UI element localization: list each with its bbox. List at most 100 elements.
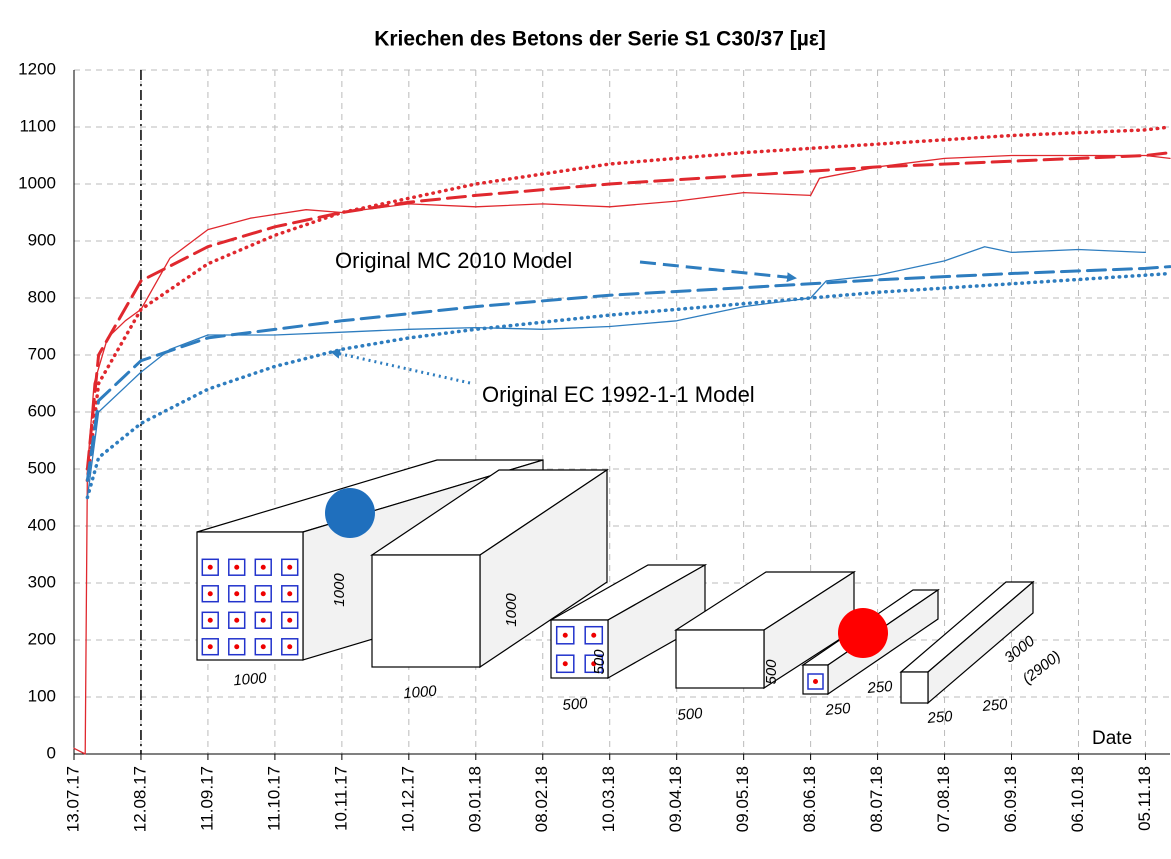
cell-dot (207, 591, 213, 597)
x-tick-label: 07.08.18 (934, 766, 953, 832)
x-tick-label: 06.09.18 (1001, 766, 1020, 832)
cell (254, 558, 272, 576)
y-tick-label: 0 (47, 743, 56, 762)
cell (555, 625, 575, 645)
annotation: Original EC 1992-1-1 Model (482, 382, 755, 407)
cell-dot (260, 617, 266, 623)
y-tick-label: 100 (28, 686, 56, 705)
x-tick-label: 10.12.17 (398, 766, 417, 832)
specimen-figure: 1000 1000 1000 1000 500 500 500 500 250 250 250 250… (196, 459, 1064, 727)
cell-dot (287, 617, 293, 623)
dimension-label: 250 (824, 700, 852, 719)
cell (201, 638, 219, 656)
dimension-label: 500 (677, 705, 704, 724)
dimension-label: 1000 (233, 669, 268, 689)
red-marker (838, 608, 888, 658)
cell-dot (207, 644, 213, 650)
y-tick-label: 1200 (18, 59, 56, 78)
chart-title: Kriechen des Betons der Serie S1 C30/37 … (374, 28, 826, 51)
y-tick-label: 1000 (18, 173, 56, 192)
cell-dot (234, 644, 240, 650)
cell-dot (591, 661, 597, 667)
box-front (550, 619, 609, 679)
cell (201, 611, 219, 629)
cell-dot (234, 564, 240, 570)
cell (228, 558, 246, 576)
ec-arrow (330, 348, 471, 385)
grid (73, 69, 1170, 755)
x-tick-label: 08.07.18 (867, 766, 886, 832)
dimension-label: 1000 (403, 682, 438, 702)
cell (281, 585, 299, 603)
x-tick-label: 09.04.18 (666, 766, 685, 832)
x-tick-label: 06.10.18 (1068, 766, 1087, 832)
box-front (900, 671, 929, 704)
y-tick-label: 900 (28, 230, 56, 249)
box-front (196, 531, 304, 661)
y-tick-label: 1100 (19, 116, 56, 135)
x-tick-label: 08.02.18 (532, 766, 551, 832)
x-tick-label: 10.03.18 (599, 766, 618, 832)
cell (555, 654, 575, 674)
x-tick-label: 05.11.18 (1135, 766, 1154, 831)
cell (281, 558, 299, 576)
dimension-label: 250 (981, 696, 1009, 715)
y-tick-label: 600 (28, 401, 56, 420)
cell (201, 585, 219, 603)
cell (807, 673, 824, 690)
dimension-label: 500 (591, 649, 608, 675)
cell-dot (287, 591, 293, 597)
cell (281, 638, 299, 656)
x-tick-label: 11.10.17 (264, 766, 283, 831)
dimension-label: 250 (926, 708, 954, 727)
y-tick-label: 500 (28, 458, 56, 477)
cell (228, 585, 246, 603)
cell (254, 585, 272, 603)
series-line (86, 246, 1147, 499)
cell-dot (562, 632, 568, 638)
cell-dot (260, 644, 266, 650)
dimension-label: 500 (562, 695, 589, 714)
mc-arrow (639, 260, 797, 283)
cell (228, 611, 246, 629)
dimension-label: 250 (866, 678, 894, 697)
cell-dot (591, 632, 597, 638)
x-tick-label: 09.05.18 (733, 766, 752, 832)
cell-dot (234, 591, 240, 597)
series-line (85, 265, 1171, 482)
cell (254, 611, 272, 629)
y-tick-label: 400 (28, 515, 56, 534)
blue-marker (325, 488, 375, 538)
x-tick-label: 10.11.17 (331, 766, 350, 831)
dimension-label: 3000 (1001, 632, 1038, 666)
x-tick-label: 08.06.18 (800, 766, 819, 832)
cell-dot (287, 564, 293, 570)
x-tick-label: 12.08.17 (130, 766, 149, 832)
annotation: Original MC 2010 Model (335, 248, 572, 273)
cell-dot (260, 591, 266, 597)
y-tick-label: 300 (28, 572, 56, 591)
cell-dot (207, 617, 213, 623)
series-line (85, 125, 1171, 483)
cell-dot (260, 564, 266, 570)
cell-dot (207, 564, 213, 570)
series (73, 125, 1171, 755)
cell-dot (813, 679, 818, 684)
dimension-label: 500 (763, 659, 780, 685)
y-tick-label: 700 (28, 344, 56, 363)
cell (254, 638, 272, 656)
box-front (371, 554, 481, 668)
cell (281, 611, 299, 629)
series-line (85, 151, 1171, 471)
x-tick-label: 09.01.18 (465, 766, 484, 832)
dimension-label: 1000 (503, 593, 520, 627)
cell (228, 638, 246, 656)
x-tick-label: 13.07.17 (63, 766, 82, 832)
cell (584, 654, 604, 674)
cell (201, 558, 219, 576)
dimension-label: 1000 (331, 573, 348, 607)
series-line (85, 271, 1171, 500)
y-tick-label: 800 (28, 287, 56, 306)
y-tick-label: 200 (28, 629, 56, 648)
